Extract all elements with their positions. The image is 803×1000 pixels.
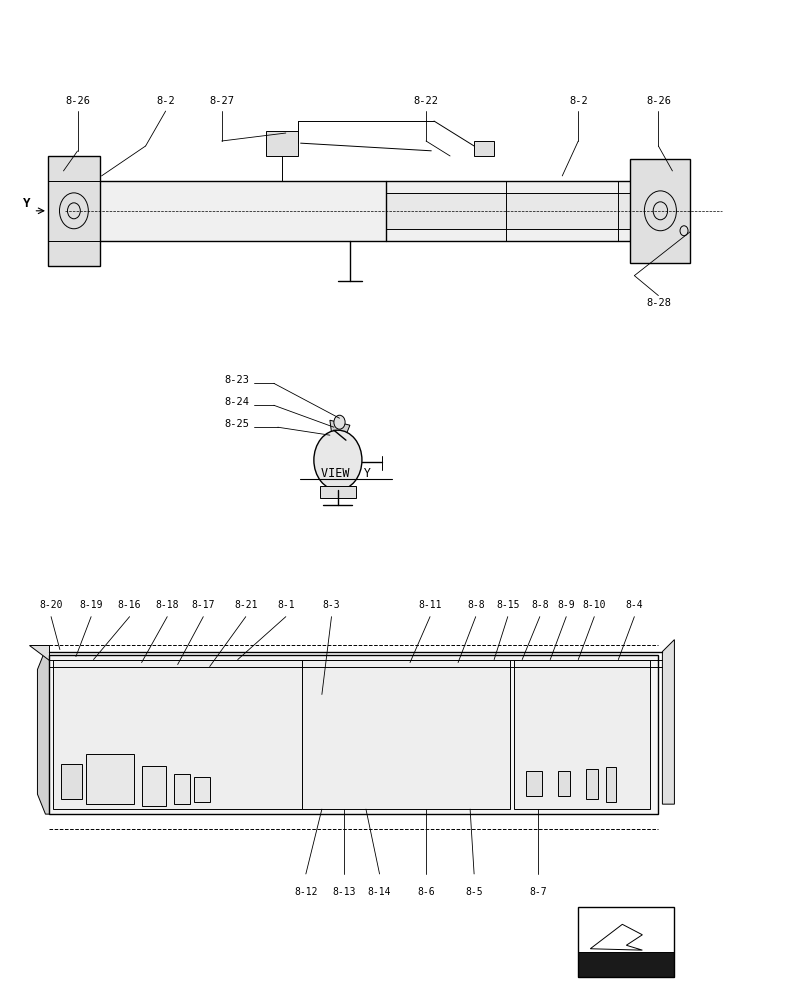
Bar	[320, 486, 355, 498]
Text: 8-26: 8-26	[65, 96, 90, 106]
Bar	[48, 156, 100, 266]
Bar	[194, 777, 210, 802]
Text: 8-11: 8-11	[418, 600, 441, 610]
Text: 8-20: 8-20	[39, 600, 63, 610]
Text: 8-10: 8-10	[582, 600, 605, 610]
Text: Y: Y	[23, 197, 31, 210]
Text: 8-22: 8-22	[413, 96, 438, 106]
Text: 8-2: 8-2	[156, 96, 175, 106]
Text: 8-9: 8-9	[556, 600, 574, 610]
Bar	[385, 193, 634, 229]
Text: 8-7: 8-7	[528, 887, 546, 897]
Bar	[585, 769, 597, 799]
Text: 8-15: 8-15	[495, 600, 519, 610]
Text: 8-1: 8-1	[277, 600, 294, 610]
Bar	[557, 771, 569, 796]
Text: 8-14: 8-14	[367, 887, 391, 897]
Text: 8-2: 8-2	[569, 96, 587, 106]
Text: 8-26: 8-26	[645, 96, 670, 106]
Polygon shape	[38, 650, 50, 814]
Text: 8-3: 8-3	[322, 600, 340, 610]
Text: 8-24: 8-24	[225, 397, 250, 407]
Bar	[630, 159, 690, 263]
Bar	[577, 907, 674, 977]
Text: 8-16: 8-16	[118, 600, 141, 610]
Circle shape	[313, 430, 361, 490]
Text: 8-25: 8-25	[225, 419, 250, 429]
Text: 8-21: 8-21	[234, 600, 257, 610]
Bar	[301, 660, 510, 809]
Bar	[173, 774, 190, 804]
Text: 8-17: 8-17	[191, 600, 214, 610]
Text: 8-8: 8-8	[467, 600, 484, 610]
Bar	[474, 141, 494, 156]
Bar	[85, 754, 133, 804]
Bar	[266, 131, 297, 156]
Text: 8-4: 8-4	[625, 600, 642, 610]
Text: 8-12: 8-12	[294, 887, 317, 897]
Bar	[61, 764, 81, 799]
Bar	[141, 766, 165, 806]
Bar	[97, 181, 658, 241]
Polygon shape	[329, 420, 349, 435]
Bar	[605, 767, 615, 802]
Text: 8-23: 8-23	[225, 375, 250, 385]
Text: 8-5: 8-5	[465, 887, 483, 897]
Bar	[50, 655, 658, 814]
Text: 8-28: 8-28	[645, 298, 670, 308]
Text: VIEW  Y: VIEW Y	[320, 467, 370, 480]
Polygon shape	[52, 246, 67, 266]
Text: 8-8: 8-8	[530, 600, 548, 610]
Bar	[577, 952, 674, 977]
Polygon shape	[662, 640, 674, 804]
Text: 8-19: 8-19	[79, 600, 103, 610]
Text: 8-18: 8-18	[155, 600, 179, 610]
Text: 8-13: 8-13	[332, 887, 356, 897]
Polygon shape	[30, 645, 50, 660]
Bar	[514, 660, 650, 809]
Bar	[525, 771, 541, 796]
Bar	[54, 660, 301, 809]
Circle shape	[333, 415, 344, 429]
Text: 8-6: 8-6	[417, 887, 434, 897]
Text: 8-27: 8-27	[209, 96, 234, 106]
